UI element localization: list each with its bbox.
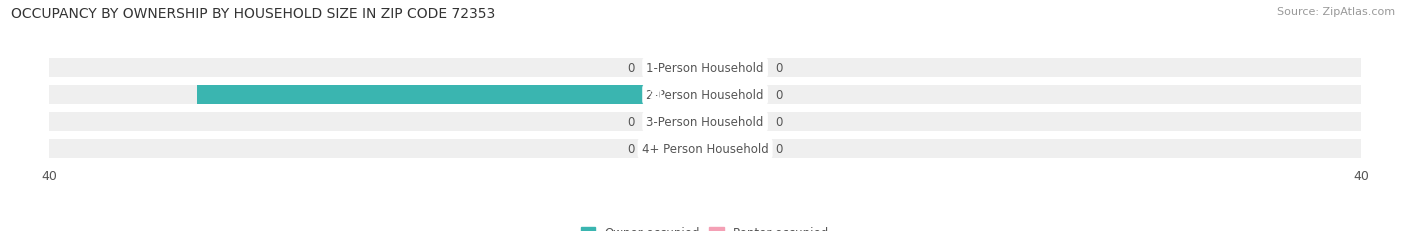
Bar <box>49 139 1361 158</box>
Bar <box>648 59 706 78</box>
Text: 31: 31 <box>648 89 664 102</box>
Bar <box>648 112 706 132</box>
Bar <box>706 59 762 78</box>
Bar <box>706 112 762 132</box>
Bar <box>49 112 1361 132</box>
Bar <box>49 85 1361 105</box>
Text: OCCUPANCY BY OWNERSHIP BY HOUSEHOLD SIZE IN ZIP CODE 72353: OCCUPANCY BY OWNERSHIP BY HOUSEHOLD SIZE… <box>11 7 495 21</box>
Text: 1-Person Household: 1-Person Household <box>647 62 763 75</box>
Bar <box>648 139 706 158</box>
Text: 0: 0 <box>776 142 783 155</box>
Bar <box>49 59 1361 78</box>
Text: 0: 0 <box>627 62 634 75</box>
Text: 3-Person Household: 3-Person Household <box>647 116 763 128</box>
Text: 0: 0 <box>627 116 634 128</box>
Text: 0: 0 <box>776 89 783 102</box>
Text: 4+ Person Household: 4+ Person Household <box>641 142 769 155</box>
Text: Source: ZipAtlas.com: Source: ZipAtlas.com <box>1277 7 1395 17</box>
Bar <box>706 85 762 105</box>
Legend: Owner-occupied, Renter-occupied: Owner-occupied, Renter-occupied <box>576 221 834 231</box>
Text: 0: 0 <box>776 116 783 128</box>
Text: 2-Person Household: 2-Person Household <box>647 89 763 102</box>
Bar <box>706 139 762 158</box>
Text: 0: 0 <box>776 62 783 75</box>
Bar <box>197 85 706 105</box>
Text: 0: 0 <box>627 142 634 155</box>
